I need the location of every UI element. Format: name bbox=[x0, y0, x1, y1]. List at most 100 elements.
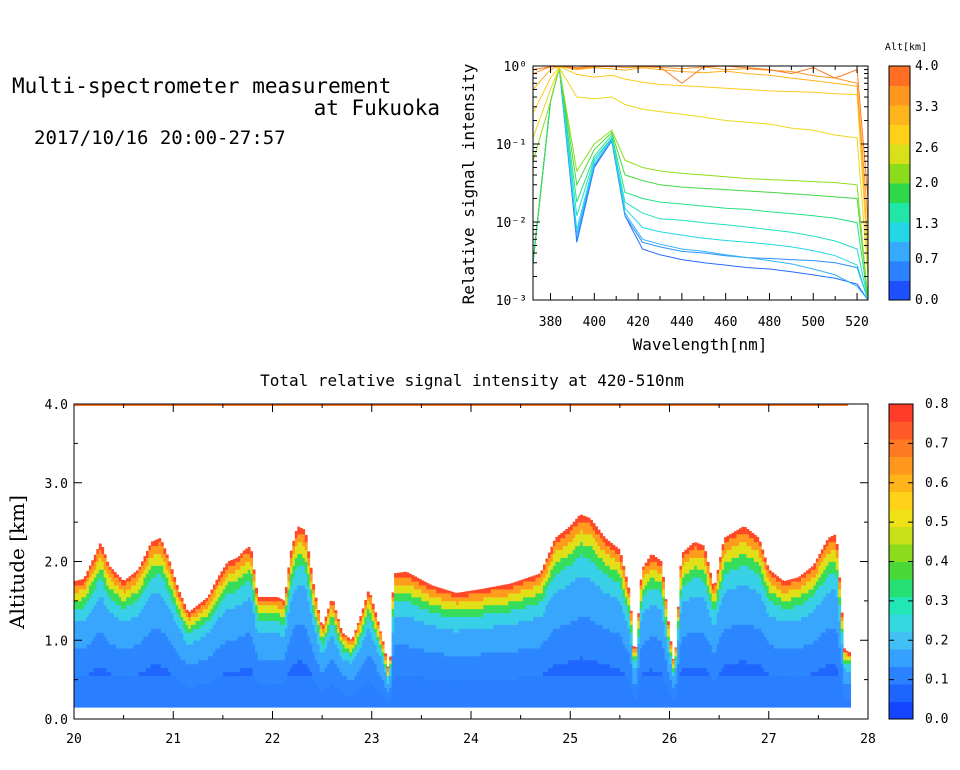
heatmap-cell bbox=[207, 683, 211, 688]
heatmap-cell bbox=[133, 691, 137, 696]
heatmap-cell bbox=[250, 703, 254, 708]
heatmap-cell bbox=[319, 652, 323, 657]
heatmap-cell bbox=[126, 593, 129, 598]
heatmap-cell bbox=[361, 687, 365, 692]
heatmap-cell bbox=[193, 616, 196, 621]
heatmap-cell bbox=[433, 612, 437, 618]
heatmap-cell bbox=[371, 663, 375, 669]
heatmap-cell bbox=[170, 656, 174, 661]
heatmap-cell bbox=[240, 652, 244, 657]
heatmap-cell bbox=[106, 675, 110, 681]
heatmap-cell bbox=[438, 659, 442, 665]
heatmap-cell bbox=[394, 648, 397, 653]
heatmap-cell bbox=[210, 589, 214, 594]
heatmap-cell bbox=[165, 565, 169, 570]
heatmap-cell bbox=[292, 589, 296, 594]
heatmap-cell bbox=[297, 545, 301, 551]
heatmap-cell bbox=[408, 652, 412, 657]
heatmap-cell bbox=[118, 699, 122, 704]
heatmap-cell bbox=[93, 675, 97, 681]
heatmap-cell bbox=[121, 683, 125, 688]
heatmap-cell bbox=[93, 624, 97, 629]
heatmap-cell bbox=[436, 624, 440, 629]
heatmap-cell bbox=[309, 628, 313, 633]
heatmap-cell bbox=[364, 679, 368, 684]
heatmap-cell bbox=[96, 565, 100, 570]
heatmap-cell bbox=[408, 624, 412, 629]
heatmap-cell bbox=[250, 616, 254, 621]
heatmap-cell bbox=[93, 596, 97, 602]
heatmap-cell bbox=[150, 593, 154, 598]
heatmap-cell bbox=[242, 695, 246, 700]
heatmap-cell bbox=[160, 561, 164, 566]
heatmap-cell bbox=[265, 624, 268, 629]
heatmap-cell bbox=[131, 585, 134, 590]
heatmap-cell bbox=[207, 659, 211, 665]
heatmap-cell bbox=[190, 687, 194, 692]
heatmap-cell bbox=[289, 596, 293, 602]
heatmap-cell bbox=[126, 644, 129, 649]
heatmap-cell bbox=[116, 679, 120, 684]
heatmap-cell bbox=[178, 683, 182, 688]
heatmap-cell bbox=[185, 644, 189, 649]
heatmap-cell bbox=[344, 683, 348, 688]
heatmap-cell bbox=[237, 561, 241, 566]
heatmap-cell bbox=[408, 600, 412, 606]
heatmap-cell bbox=[111, 604, 115, 610]
heatmap-cell bbox=[448, 632, 452, 637]
heatmap-cell bbox=[252, 608, 256, 614]
heatmap-cell bbox=[399, 632, 402, 637]
heatmap-cell bbox=[165, 573, 169, 578]
heatmap-cell bbox=[96, 557, 100, 562]
heatmap-cell bbox=[304, 632, 308, 637]
heatmap-cell bbox=[329, 695, 333, 700]
heatmap-cell bbox=[297, 533, 301, 539]
heatmap-cell bbox=[426, 652, 430, 657]
heatmap-cell bbox=[165, 632, 169, 637]
heatmap-cell bbox=[98, 703, 102, 708]
heatmap-cell bbox=[145, 691, 149, 696]
heatmap-cell bbox=[284, 671, 288, 677]
heatmap-cell bbox=[78, 640, 82, 645]
heatmap-cell bbox=[148, 581, 152, 586]
heatmap-cell bbox=[230, 581, 234, 586]
heatmap-cell bbox=[240, 581, 244, 586]
heatmap-cell bbox=[193, 636, 196, 641]
heatmap-cell bbox=[421, 636, 425, 641]
heatmap-cell bbox=[381, 699, 385, 704]
heatmap-cell bbox=[396, 640, 400, 645]
heatmap-cell bbox=[346, 703, 350, 708]
heatmap-cell bbox=[198, 667, 201, 673]
heatmap-cell bbox=[227, 648, 231, 653]
spectrum-line bbox=[533, 66, 868, 263]
heatmap-cell bbox=[361, 667, 365, 673]
heatmap-cell bbox=[294, 577, 298, 582]
heatmap-cell bbox=[329, 652, 333, 657]
heatmap-cell bbox=[289, 648, 293, 653]
heatmap-cell bbox=[257, 644, 261, 649]
heatmap-cell bbox=[158, 663, 162, 669]
heatmap-cell bbox=[118, 656, 122, 661]
heatmap-cell bbox=[81, 656, 85, 661]
heatmap-cell bbox=[401, 695, 405, 700]
heatmap-cell bbox=[217, 636, 221, 641]
heatmap-cell bbox=[180, 632, 184, 637]
heatmap-cell bbox=[314, 616, 318, 621]
heatmap-cell bbox=[406, 577, 410, 582]
heatmap-cell bbox=[185, 612, 189, 618]
heatmap-cell bbox=[88, 624, 92, 629]
heatmap-cell bbox=[247, 593, 251, 598]
heatmap-cell bbox=[148, 545, 152, 551]
heatmap-cell bbox=[232, 683, 236, 688]
heatmap-cell bbox=[272, 691, 276, 696]
heatmap-cell bbox=[257, 703, 261, 708]
heatmap-cell bbox=[86, 624, 90, 629]
heatmap-cell bbox=[270, 624, 273, 629]
heatmap-cell bbox=[443, 699, 447, 704]
heatmap-cell bbox=[312, 675, 316, 681]
heatmap-cell bbox=[287, 612, 291, 618]
heatmap-cell bbox=[76, 659, 80, 665]
heatmap-cell bbox=[180, 691, 184, 696]
heatmap-cell bbox=[185, 659, 189, 665]
heatmap-cell bbox=[396, 679, 400, 684]
